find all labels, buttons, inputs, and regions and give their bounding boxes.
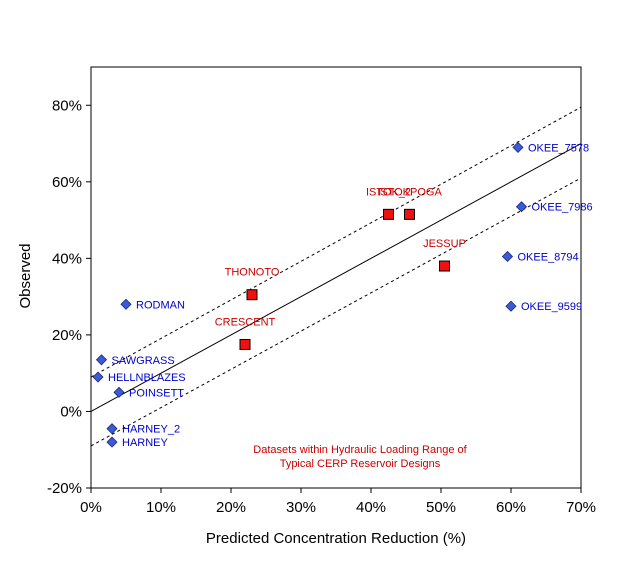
point-label-istokpoga: ISTOKPOGA: [377, 186, 442, 198]
point-okee-9599: [505, 300, 517, 312]
point-label-sawgrass: SAWGRASS: [112, 355, 175, 367]
x-tick-label-6: 60%: [496, 499, 526, 516]
axis-ticks: 0% 10% 20% 30% 40% 50% 60% 70% -20% 0% 20% 40% 60% 80…: [47, 97, 596, 516]
point-label-jessup: JESSUP: [423, 238, 466, 250]
point-label-okee-7986: OKEE_7986: [532, 202, 593, 214]
y-tick-label-1: 0%: [60, 403, 82, 420]
x-tick-label-3: 30%: [286, 499, 316, 516]
y-tick-label-3: 40%: [52, 250, 82, 267]
y-axis-title: Observed: [17, 243, 34, 308]
y-tick-label-2: 20%: [52, 327, 82, 344]
point-thonoto: [246, 289, 258, 301]
point-label-harney: HARNEY: [122, 437, 169, 449]
point-poinsett: [113, 386, 125, 398]
point-label-okee-8794: OKEE_8794: [518, 251, 579, 263]
fit-lines: [91, 106, 581, 447]
point-labels: OKEE_7578 OKEE_7986 OKEE_8794 OKEE_9599 RODM…: [108, 142, 593, 449]
point-hellnblazes: [92, 371, 104, 383]
point-label-hellnblazes: HELLNBLAZES: [108, 372, 186, 384]
x-tick-label-2: 20%: [216, 499, 246, 516]
point-istok-2: [383, 208, 394, 220]
y-tick-label-4: 60%: [52, 174, 82, 191]
point-label-istok-2: ISTOK_2: [366, 186, 411, 198]
x-tick-label-0: 0%: [80, 499, 102, 516]
x-tick-label-1: 10%: [146, 499, 176, 516]
point-harney-2: [106, 423, 118, 435]
annotation-line-1: Datasets within Hydraulic Loading Range …: [253, 444, 467, 456]
point-jessup: [439, 260, 450, 272]
point-okee-7986: [515, 201, 528, 213]
point-crescent: [239, 338, 251, 350]
point-label-okee-9599: OKEE_9599: [521, 301, 582, 313]
point-label-okee-7578: OKEE_7578: [528, 142, 589, 154]
point-rodman: [120, 298, 132, 310]
point-label-rodman: RODMAN: [136, 299, 185, 311]
point-label-crescent: CRESCENT: [215, 316, 276, 328]
point-istokpoga: [404, 208, 415, 220]
point-label-harney-2: HARNEY_2: [122, 424, 180, 436]
point-label-thonoto: THONOTO: [225, 267, 280, 279]
point-sawgrass: [95, 354, 108, 366]
y-tick-label-0: -20%: [47, 480, 82, 497]
point-label-poinsett: POINSETT: [129, 387, 184, 399]
fit-line: [91, 143, 581, 412]
point-harney: [106, 436, 118, 448]
x-tick-label-7: 70%: [566, 499, 596, 516]
x-axis-title: Predicted Concentration Reduction (%): [206, 530, 466, 547]
point-okee-8794: [501, 250, 514, 263]
x-tick-label-4: 40%: [356, 499, 386, 516]
data-points: [92, 141, 528, 448]
annotation-line-2: Typical CERP Reservoir Designs: [280, 458, 441, 470]
point-okee-7578: [512, 141, 524, 153]
y-tick-label-5: 80%: [52, 97, 82, 114]
x-tick-label-5: 50%: [426, 499, 456, 516]
